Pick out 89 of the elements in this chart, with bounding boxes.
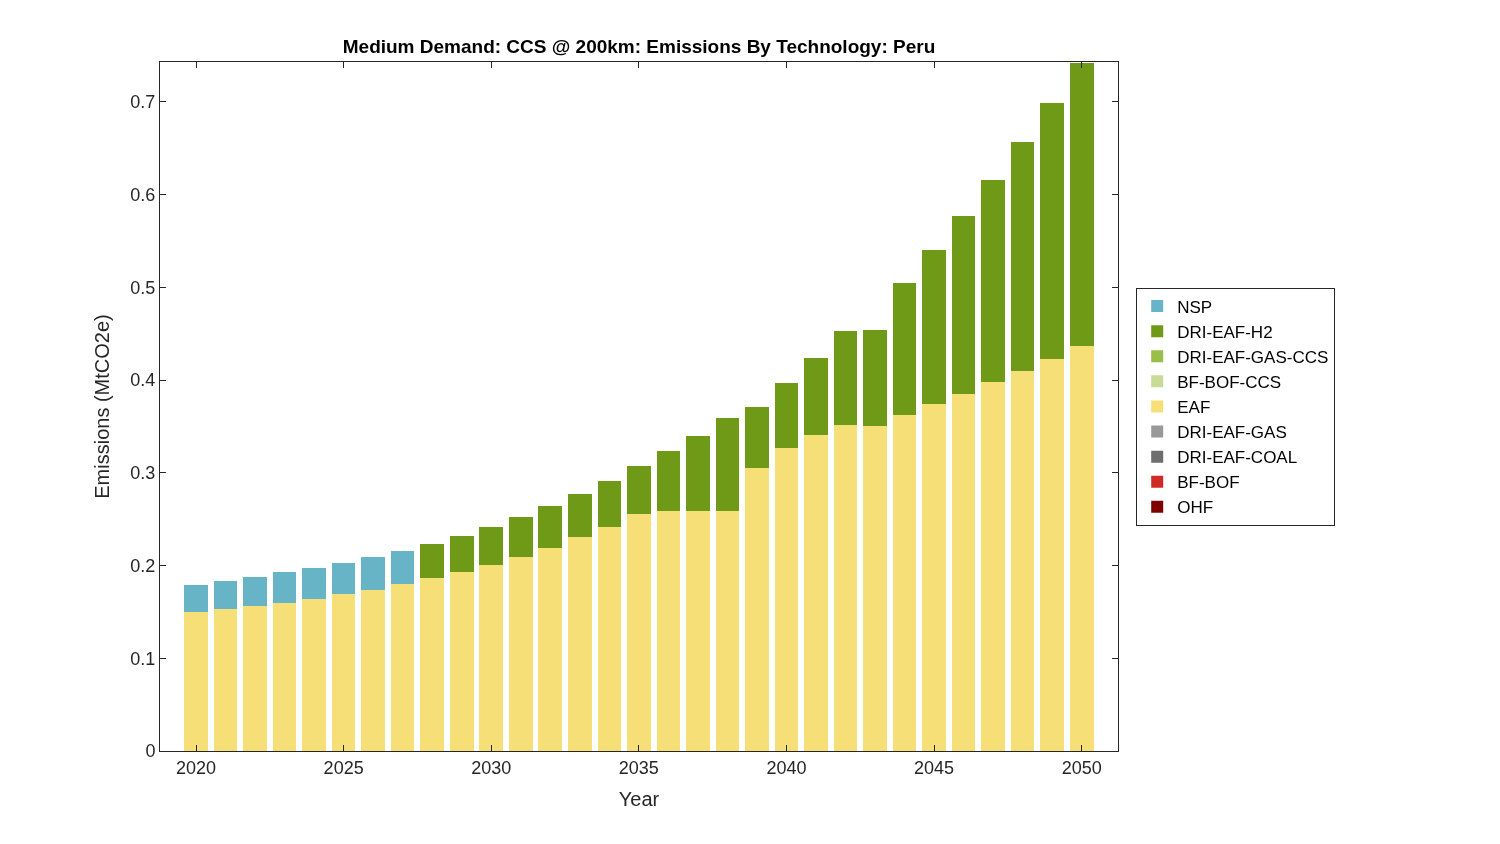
bar — [213, 581, 238, 610]
bar — [449, 572, 474, 751]
y-tick-label: 0.7 — [130, 92, 156, 113]
bar — [243, 606, 267, 751]
bar — [981, 179, 1005, 382]
legend-label: BF-BOF — [1177, 473, 1240, 493]
bar — [863, 330, 887, 427]
bar — [538, 547, 563, 751]
bar — [627, 466, 651, 514]
bar — [686, 510, 710, 751]
bar — [243, 576, 267, 607]
y-tick-label: 0.4 — [130, 370, 156, 391]
bar — [597, 526, 622, 751]
bar — [951, 215, 976, 394]
bar — [272, 572, 297, 603]
bar — [656, 451, 681, 511]
legend-label: BF-BOF-CCS — [1177, 372, 1282, 392]
bar — [981, 381, 1005, 751]
bar — [922, 404, 946, 751]
y-tick-label: 0.3 — [130, 463, 156, 484]
bar — [213, 609, 238, 751]
bar — [1040, 102, 1064, 359]
bar — [597, 481, 622, 527]
y-tick-label: 0.5 — [130, 277, 156, 298]
bar — [272, 602, 297, 751]
bar — [184, 585, 208, 612]
bar — [508, 517, 533, 558]
bar — [892, 282, 917, 416]
x-tick-label: 2025 — [323, 757, 364, 778]
legend-label: DRI-EAF-GAS — [1177, 423, 1287, 443]
bar — [479, 564, 504, 751]
legend-label: OHF — [1177, 498, 1214, 518]
x-tick-label: 2050 — [1061, 757, 1102, 778]
legend-label: NSP — [1177, 297, 1213, 317]
legend-label: EAF — [1177, 398, 1211, 418]
bar — [479, 526, 504, 565]
bar — [922, 250, 946, 405]
bar — [184, 611, 208, 751]
bar — [508, 557, 533, 751]
x-axis-title: Year — [618, 788, 660, 811]
x-tick-label: 2030 — [471, 757, 512, 778]
bar — [833, 424, 858, 751]
bar — [892, 415, 917, 751]
bar — [331, 562, 356, 595]
bar — [302, 568, 326, 599]
bar — [361, 557, 385, 590]
bar — [390, 550, 415, 585]
bar — [804, 357, 828, 435]
bar — [302, 598, 326, 751]
bar — [1069, 345, 1094, 751]
bar — [745, 468, 769, 751]
bar — [390, 584, 415, 751]
legend-label: DRI-EAF-GAS-CCS — [1177, 347, 1329, 367]
bar — [420, 577, 444, 751]
y-tick-label: 0 — [145, 741, 156, 762]
x-tick-label: 2035 — [618, 757, 659, 778]
bar — [568, 494, 592, 537]
bar — [568, 536, 592, 751]
x-tick-label: 2045 — [914, 757, 955, 778]
legend-label: DRI-EAF-COAL — [1177, 448, 1298, 468]
bar — [331, 594, 356, 751]
x-tick-label: 2040 — [766, 757, 807, 778]
chart-title: Medium Demand: CCS @ 200km: Emissions By Technology: Peru — [342, 35, 936, 57]
bar — [951, 393, 976, 751]
bar — [1040, 358, 1064, 751]
bar — [449, 535, 474, 573]
bar — [1069, 62, 1094, 346]
x-tick-label: 2020 — [176, 757, 217, 778]
bar — [361, 589, 385, 751]
bar — [863, 426, 887, 751]
legend-label: DRI-EAF-H2 — [1177, 322, 1273, 342]
bar — [656, 510, 681, 751]
y-tick-label: 0.1 — [130, 648, 156, 669]
bar — [774, 447, 799, 751]
bar — [1010, 370, 1035, 751]
bar — [1010, 141, 1035, 371]
bar — [745, 406, 769, 469]
bar — [538, 506, 563, 548]
y-tick-label: 0.6 — [130, 184, 156, 205]
bar — [804, 434, 828, 751]
bar — [686, 435, 710, 511]
bar — [627, 513, 651, 751]
bar — [715, 418, 740, 511]
bar — [420, 544, 444, 578]
bar — [833, 330, 858, 425]
y-tick-label: 0.2 — [130, 555, 156, 576]
y-axis-title: Emissions (MtCO2e) — [90, 314, 113, 499]
bar — [715, 510, 740, 751]
bar — [774, 382, 799, 448]
